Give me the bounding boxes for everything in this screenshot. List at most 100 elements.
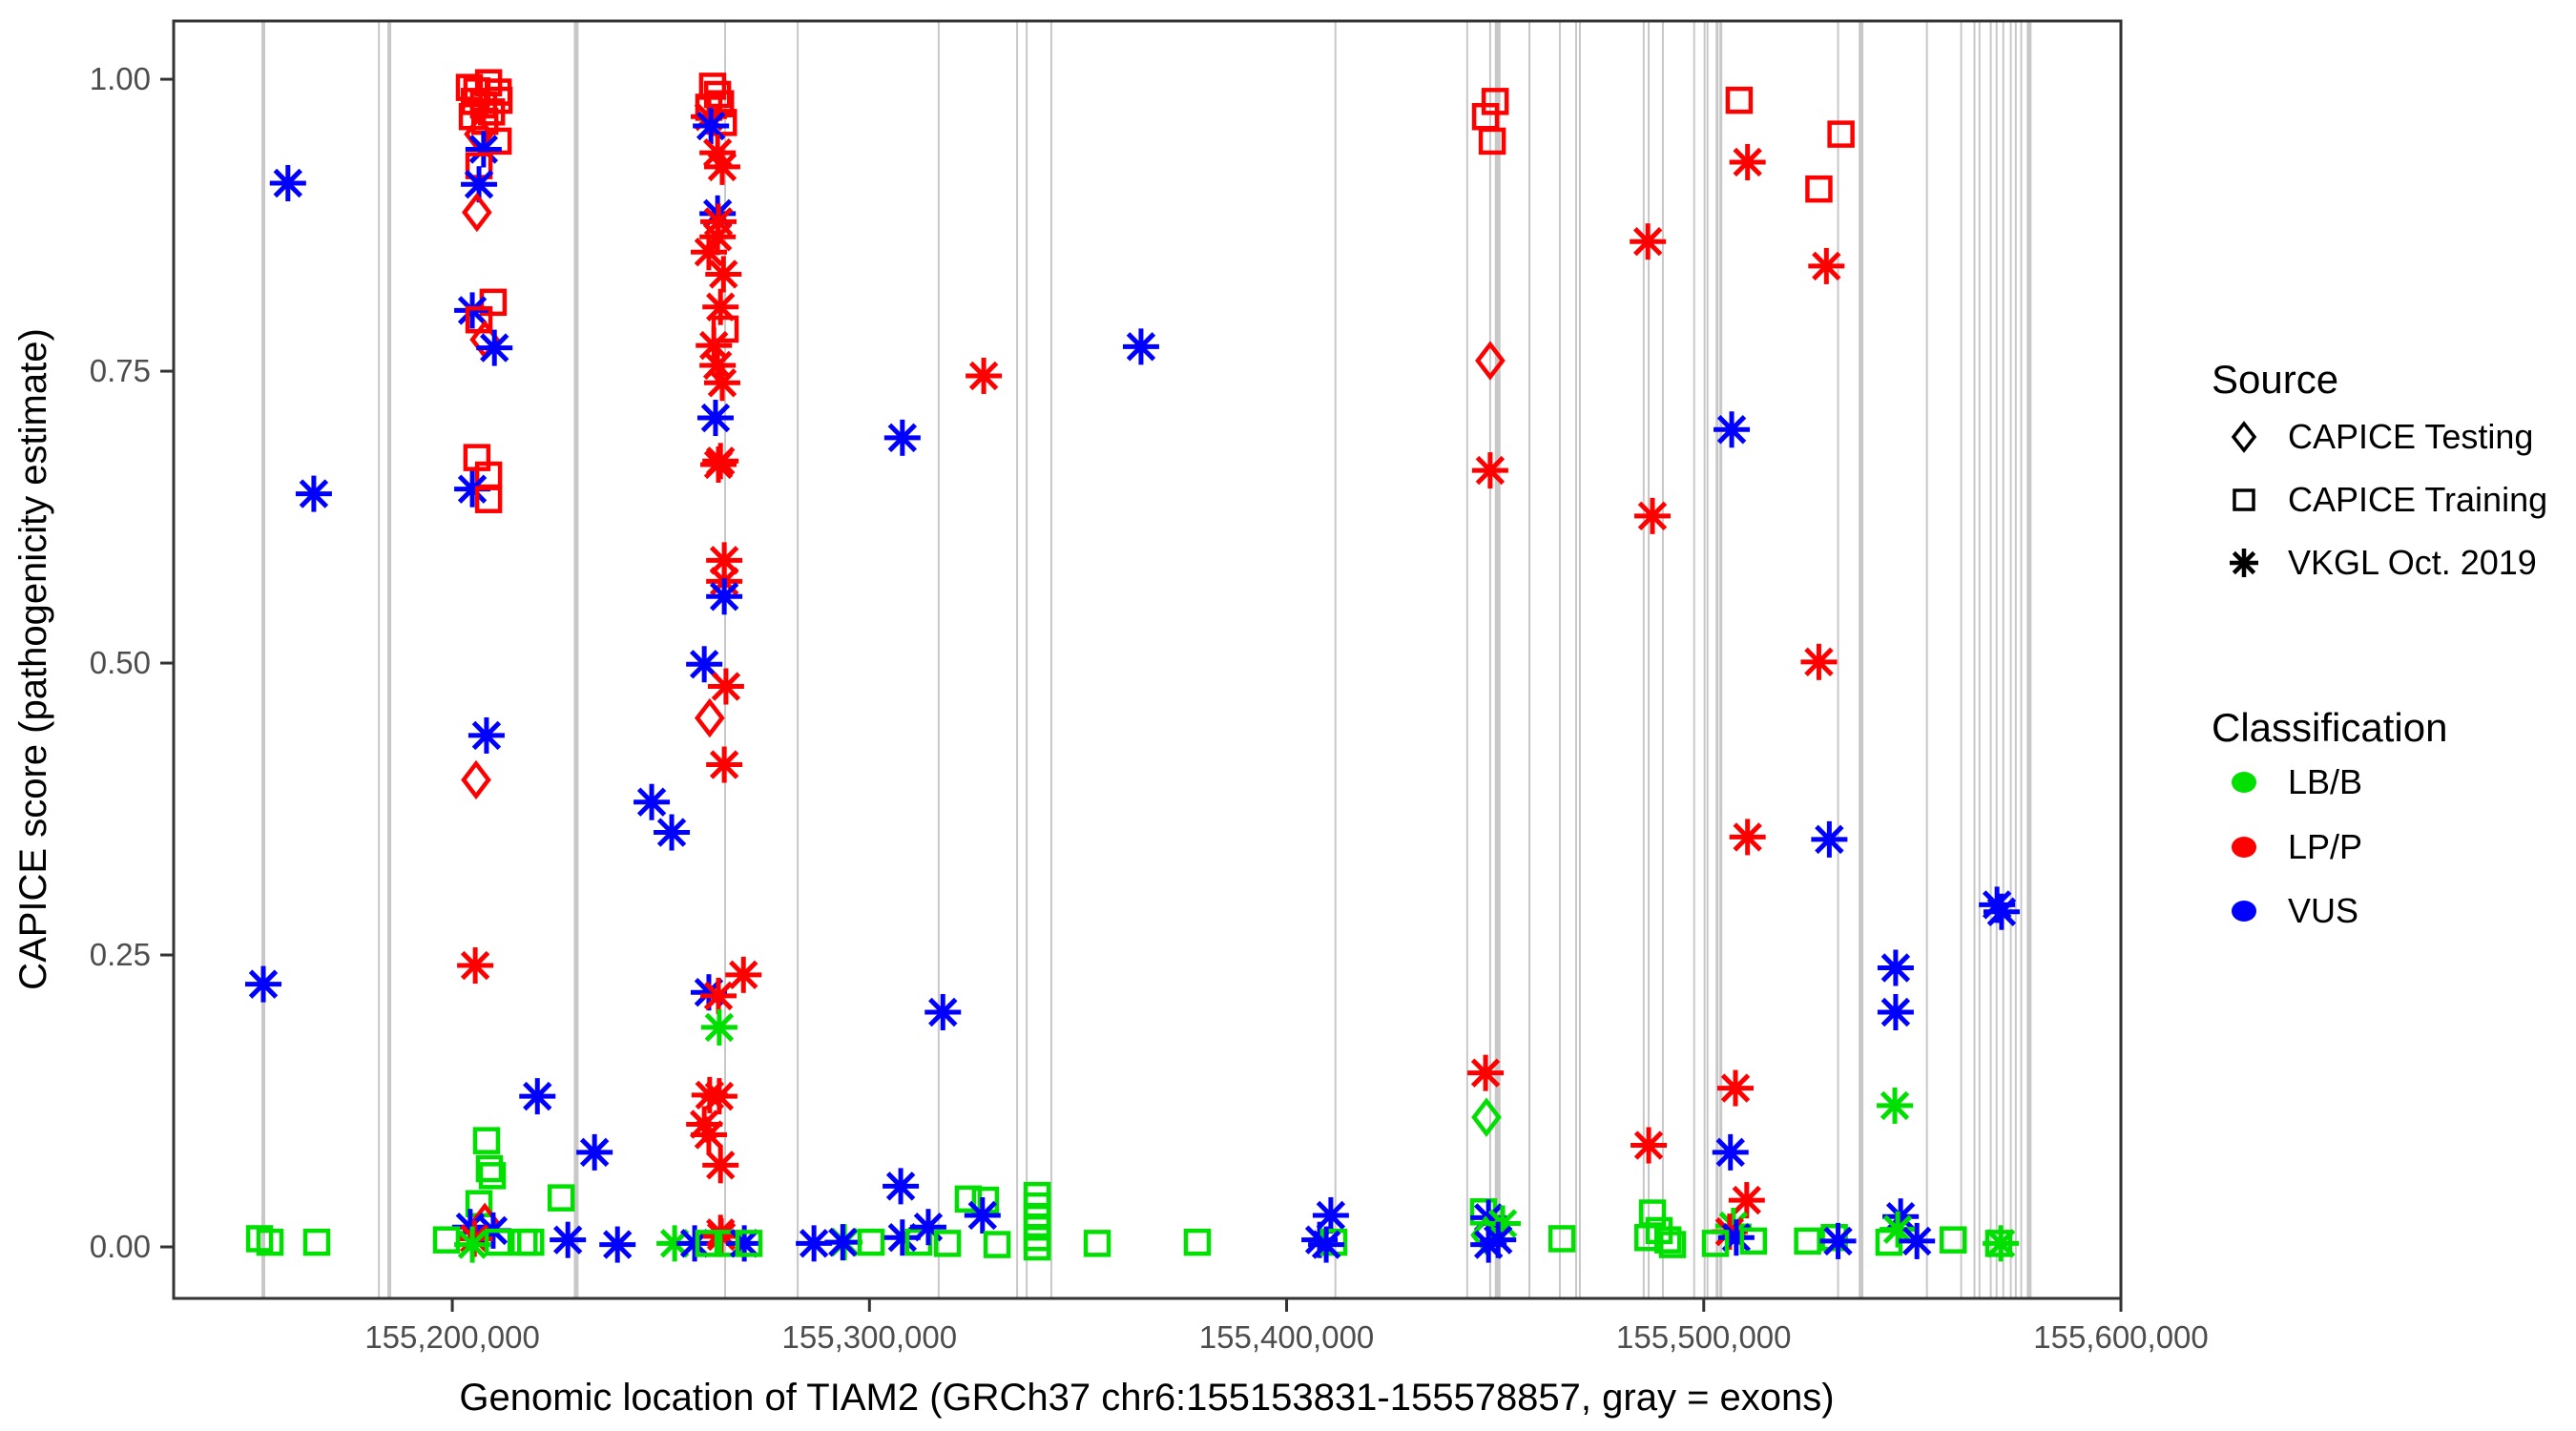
data-point xyxy=(1714,411,1751,448)
data-point xyxy=(1939,1226,1967,1254)
data-point xyxy=(1827,120,1855,148)
legend-source-title: Source xyxy=(2212,357,2338,402)
data-point xyxy=(690,1116,727,1153)
data-point xyxy=(1308,1226,1345,1263)
y-tick-label: 0.50 xyxy=(90,645,151,680)
data-point xyxy=(1633,497,1671,534)
data-point xyxy=(1983,1225,2020,1262)
data-point xyxy=(455,73,484,101)
legend-classification-title: Classification xyxy=(2212,705,2447,750)
y-tick-label: 0.00 xyxy=(90,1229,151,1264)
x-axis-ticks: 155,200,000 155,300,000 155,400,000 155,500… xyxy=(364,1298,2209,1355)
legend-item-label: LP/P xyxy=(2288,827,2362,866)
data-point xyxy=(517,1228,545,1256)
data-point xyxy=(1983,893,2020,930)
legend-item-label: CAPICE Testing xyxy=(2288,417,2533,456)
legend-item-label: VUS xyxy=(2288,891,2358,930)
data-point xyxy=(695,697,725,738)
data-point xyxy=(576,1133,613,1171)
x-tick-label: 155,300,000 xyxy=(782,1319,958,1355)
data-point xyxy=(295,475,332,512)
data-point xyxy=(1083,1230,1111,1257)
data-point xyxy=(1739,1227,1768,1255)
data-point xyxy=(1653,1226,1682,1254)
y-tick-label: 1.00 xyxy=(90,61,151,96)
data-point xyxy=(510,1228,538,1256)
data-point xyxy=(700,977,737,1014)
data-point xyxy=(686,646,723,683)
data-point xyxy=(702,1147,739,1184)
data-point xyxy=(964,1196,1001,1234)
data-point xyxy=(654,814,691,851)
data-point xyxy=(1470,1226,1507,1263)
square-icon xyxy=(2233,488,2255,511)
data-point xyxy=(1548,1225,1576,1253)
x-tick-label: 155,400,000 xyxy=(1199,1319,1375,1355)
data-point xyxy=(1717,1219,1755,1256)
data-point xyxy=(1183,1228,1212,1256)
legend-item-lbb: LB/B xyxy=(2232,762,2362,801)
legend-item-vkgl: VKGL Oct. 2019 xyxy=(2230,543,2537,582)
data-point xyxy=(1729,819,1766,856)
data-point xyxy=(475,1154,504,1183)
x-tick-label: 155,600,000 xyxy=(2033,1319,2209,1355)
data-point xyxy=(1820,1223,1848,1252)
data-point xyxy=(725,956,762,993)
diamond-icon xyxy=(2231,421,2257,453)
data-point xyxy=(909,1209,946,1246)
data-point xyxy=(1729,143,1766,180)
data-points xyxy=(245,69,2020,1263)
data-point xyxy=(695,1230,723,1257)
data-point xyxy=(857,1228,885,1256)
legend-item-capice-testing: CAPICE Testing xyxy=(2231,417,2533,456)
data-point xyxy=(550,1221,587,1258)
data-point xyxy=(1122,328,1159,365)
data-point xyxy=(454,1226,491,1263)
data-point xyxy=(477,98,506,126)
legend: Source CAPICE Testing CAPICE Training VK… xyxy=(2212,357,2547,930)
x-axis-title: Genomic location of TIAM2 (GRCh37 chr6:1… xyxy=(459,1377,1834,1419)
data-point xyxy=(1631,1127,1668,1164)
data-point xyxy=(693,108,730,145)
data-point xyxy=(1880,1211,1917,1248)
data-point xyxy=(1808,247,1845,284)
data-point xyxy=(707,668,744,705)
data-point xyxy=(1877,949,1914,986)
data-point xyxy=(478,1162,507,1190)
data-point xyxy=(484,127,512,156)
data-point xyxy=(256,1228,284,1256)
data-point xyxy=(700,1078,737,1115)
data-point xyxy=(735,1230,763,1257)
data-point xyxy=(1630,223,1667,260)
data-point xyxy=(457,947,494,985)
data-point xyxy=(824,1224,862,1261)
x-tick-label: 155,500,000 xyxy=(1616,1319,1792,1355)
y-axis-title: CAPICE score (pathogenicity estimate) xyxy=(12,328,54,990)
vus-dot-icon xyxy=(2232,901,2256,922)
data-point xyxy=(1728,1182,1765,1219)
x-tick-label: 155,200,000 xyxy=(364,1319,540,1355)
data-point xyxy=(245,965,282,1003)
y-tick-label: 0.75 xyxy=(90,353,151,388)
data-point xyxy=(1467,1054,1505,1091)
data-point xyxy=(703,364,740,402)
data-point xyxy=(461,759,491,800)
data-point xyxy=(269,165,306,202)
legend-item-capice-training: CAPICE Training xyxy=(2233,480,2547,519)
data-point xyxy=(519,1078,556,1115)
data-point xyxy=(966,357,1003,394)
legend-item-label: CAPICE Training xyxy=(2288,480,2547,519)
legend-item-label: LB/B xyxy=(2288,762,2362,801)
data-point xyxy=(933,1230,962,1257)
legend-item-vus: VUS xyxy=(2232,891,2358,930)
data-point xyxy=(954,1185,983,1213)
data-point xyxy=(1899,1222,1936,1259)
data-point xyxy=(706,746,743,783)
y-axis-ticks: 0.00 0.25 0.50 0.75 1.00 xyxy=(90,61,174,1264)
data-point xyxy=(474,486,503,513)
data-point xyxy=(467,716,505,754)
data-point xyxy=(700,1008,737,1046)
data-point xyxy=(1475,341,1506,381)
y-tick-label: 0.25 xyxy=(90,937,151,972)
data-point xyxy=(706,578,743,615)
